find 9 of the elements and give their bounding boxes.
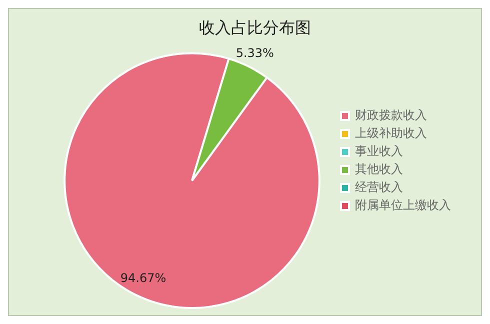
- data-label: 5.33%: [236, 46, 274, 60]
- legend-label: 其他收入: [355, 162, 403, 176]
- legend-label: 经营收入: [355, 180, 403, 194]
- legend-label: 上级补助收入: [355, 126, 427, 140]
- legend-label: 事业收入: [355, 144, 403, 158]
- legend-label: 附属单位上缴收入: [355, 198, 451, 212]
- chart-title: 收入占比分布图: [199, 18, 311, 37]
- data-label: 94.67%: [120, 270, 166, 285]
- legend-label: 财政拨款收入: [355, 108, 427, 122]
